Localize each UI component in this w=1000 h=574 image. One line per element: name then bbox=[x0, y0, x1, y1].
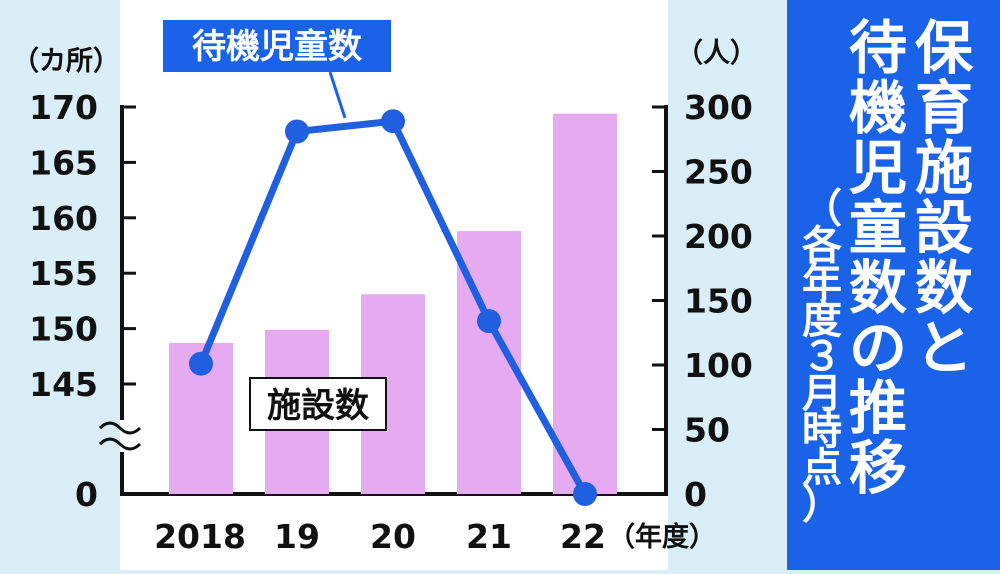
axis-break-icon bbox=[98, 421, 142, 451]
right-tick-label: 250 bbox=[684, 153, 753, 192]
category-label: 2018 bbox=[154, 517, 246, 556]
line-series-label-pointer bbox=[328, 71, 347, 119]
left-tick-label: 165 bbox=[29, 143, 98, 182]
right-tick-label: 100 bbox=[684, 346, 753, 385]
category-labels: 2018 19 20 21 22 bbox=[154, 517, 606, 556]
title-char: 待 bbox=[849, 14, 907, 82]
title-char: 育 bbox=[915, 74, 973, 142]
right-tick-label: 300 bbox=[684, 88, 753, 127]
title-panel bbox=[787, 0, 1000, 570]
left-tick-label: 150 bbox=[29, 310, 98, 349]
title-char: 度 bbox=[802, 297, 842, 343]
title-char: と bbox=[915, 314, 973, 382]
right-tick-label: 200 bbox=[684, 217, 753, 256]
left-tick-label: 155 bbox=[29, 254, 98, 293]
line-point bbox=[573, 482, 597, 506]
right-axis-ticks: 300 250 200 150 100 50 0 bbox=[652, 88, 753, 514]
left-tick-label: 0 bbox=[75, 475, 98, 514]
bar-series-label-box bbox=[249, 377, 387, 431]
title-char: 機 bbox=[849, 74, 907, 142]
line-point bbox=[189, 351, 213, 376]
title-char: 移 bbox=[849, 434, 907, 502]
line-point bbox=[285, 119, 309, 144]
category-label: 21 bbox=[466, 517, 512, 556]
left-axis-unit: （カ所） bbox=[12, 46, 120, 77]
title-char: 設 bbox=[915, 194, 973, 262]
category-label: 22 bbox=[560, 517, 606, 556]
title-char: 点 bbox=[802, 445, 842, 491]
title-char: 数 bbox=[915, 254, 973, 322]
left-tick-label: 170 bbox=[29, 88, 98, 127]
bar bbox=[553, 113, 617, 494]
title-char: 各 bbox=[802, 223, 843, 269]
title-char: 時 bbox=[802, 408, 842, 454]
line-series-label: 待機児童数 bbox=[192, 27, 362, 67]
left-tick-label: 145 bbox=[29, 365, 98, 404]
bar-series-label: 施設数 bbox=[267, 386, 369, 426]
right-tick-label: 150 bbox=[684, 282, 753, 321]
line-point bbox=[477, 309, 501, 334]
title-char: の bbox=[849, 314, 907, 382]
title-char: 童 bbox=[849, 194, 907, 262]
x-axis-unit: （年度） bbox=[608, 521, 716, 553]
left-axis-ticks: 170 165 160 155 150 145 0 bbox=[29, 88, 136, 514]
line-point bbox=[381, 109, 405, 134]
title-char: （ bbox=[802, 186, 842, 232]
left-tick-label: 160 bbox=[29, 199, 98, 238]
title-char: 年 bbox=[802, 260, 842, 306]
category-label: 19 bbox=[274, 517, 320, 556]
right-axis-unit: （人） bbox=[676, 38, 757, 69]
title-char: 児 bbox=[849, 134, 907, 202]
title-char: ３ bbox=[802, 334, 842, 380]
title-char: 施 bbox=[915, 134, 973, 202]
category-label: 20 bbox=[370, 517, 416, 556]
line-series-label-box bbox=[163, 20, 391, 72]
title-char: 保 bbox=[915, 14, 974, 82]
right-tick-label: 50 bbox=[684, 411, 730, 450]
right-tick-label: 0 bbox=[684, 475, 707, 514]
title-char: 月 bbox=[802, 371, 842, 417]
title-char: ） bbox=[802, 482, 842, 528]
title-char: 数 bbox=[849, 254, 907, 322]
bar-series bbox=[169, 113, 617, 494]
line-series bbox=[189, 109, 597, 506]
title-char: 推 bbox=[849, 374, 907, 442]
